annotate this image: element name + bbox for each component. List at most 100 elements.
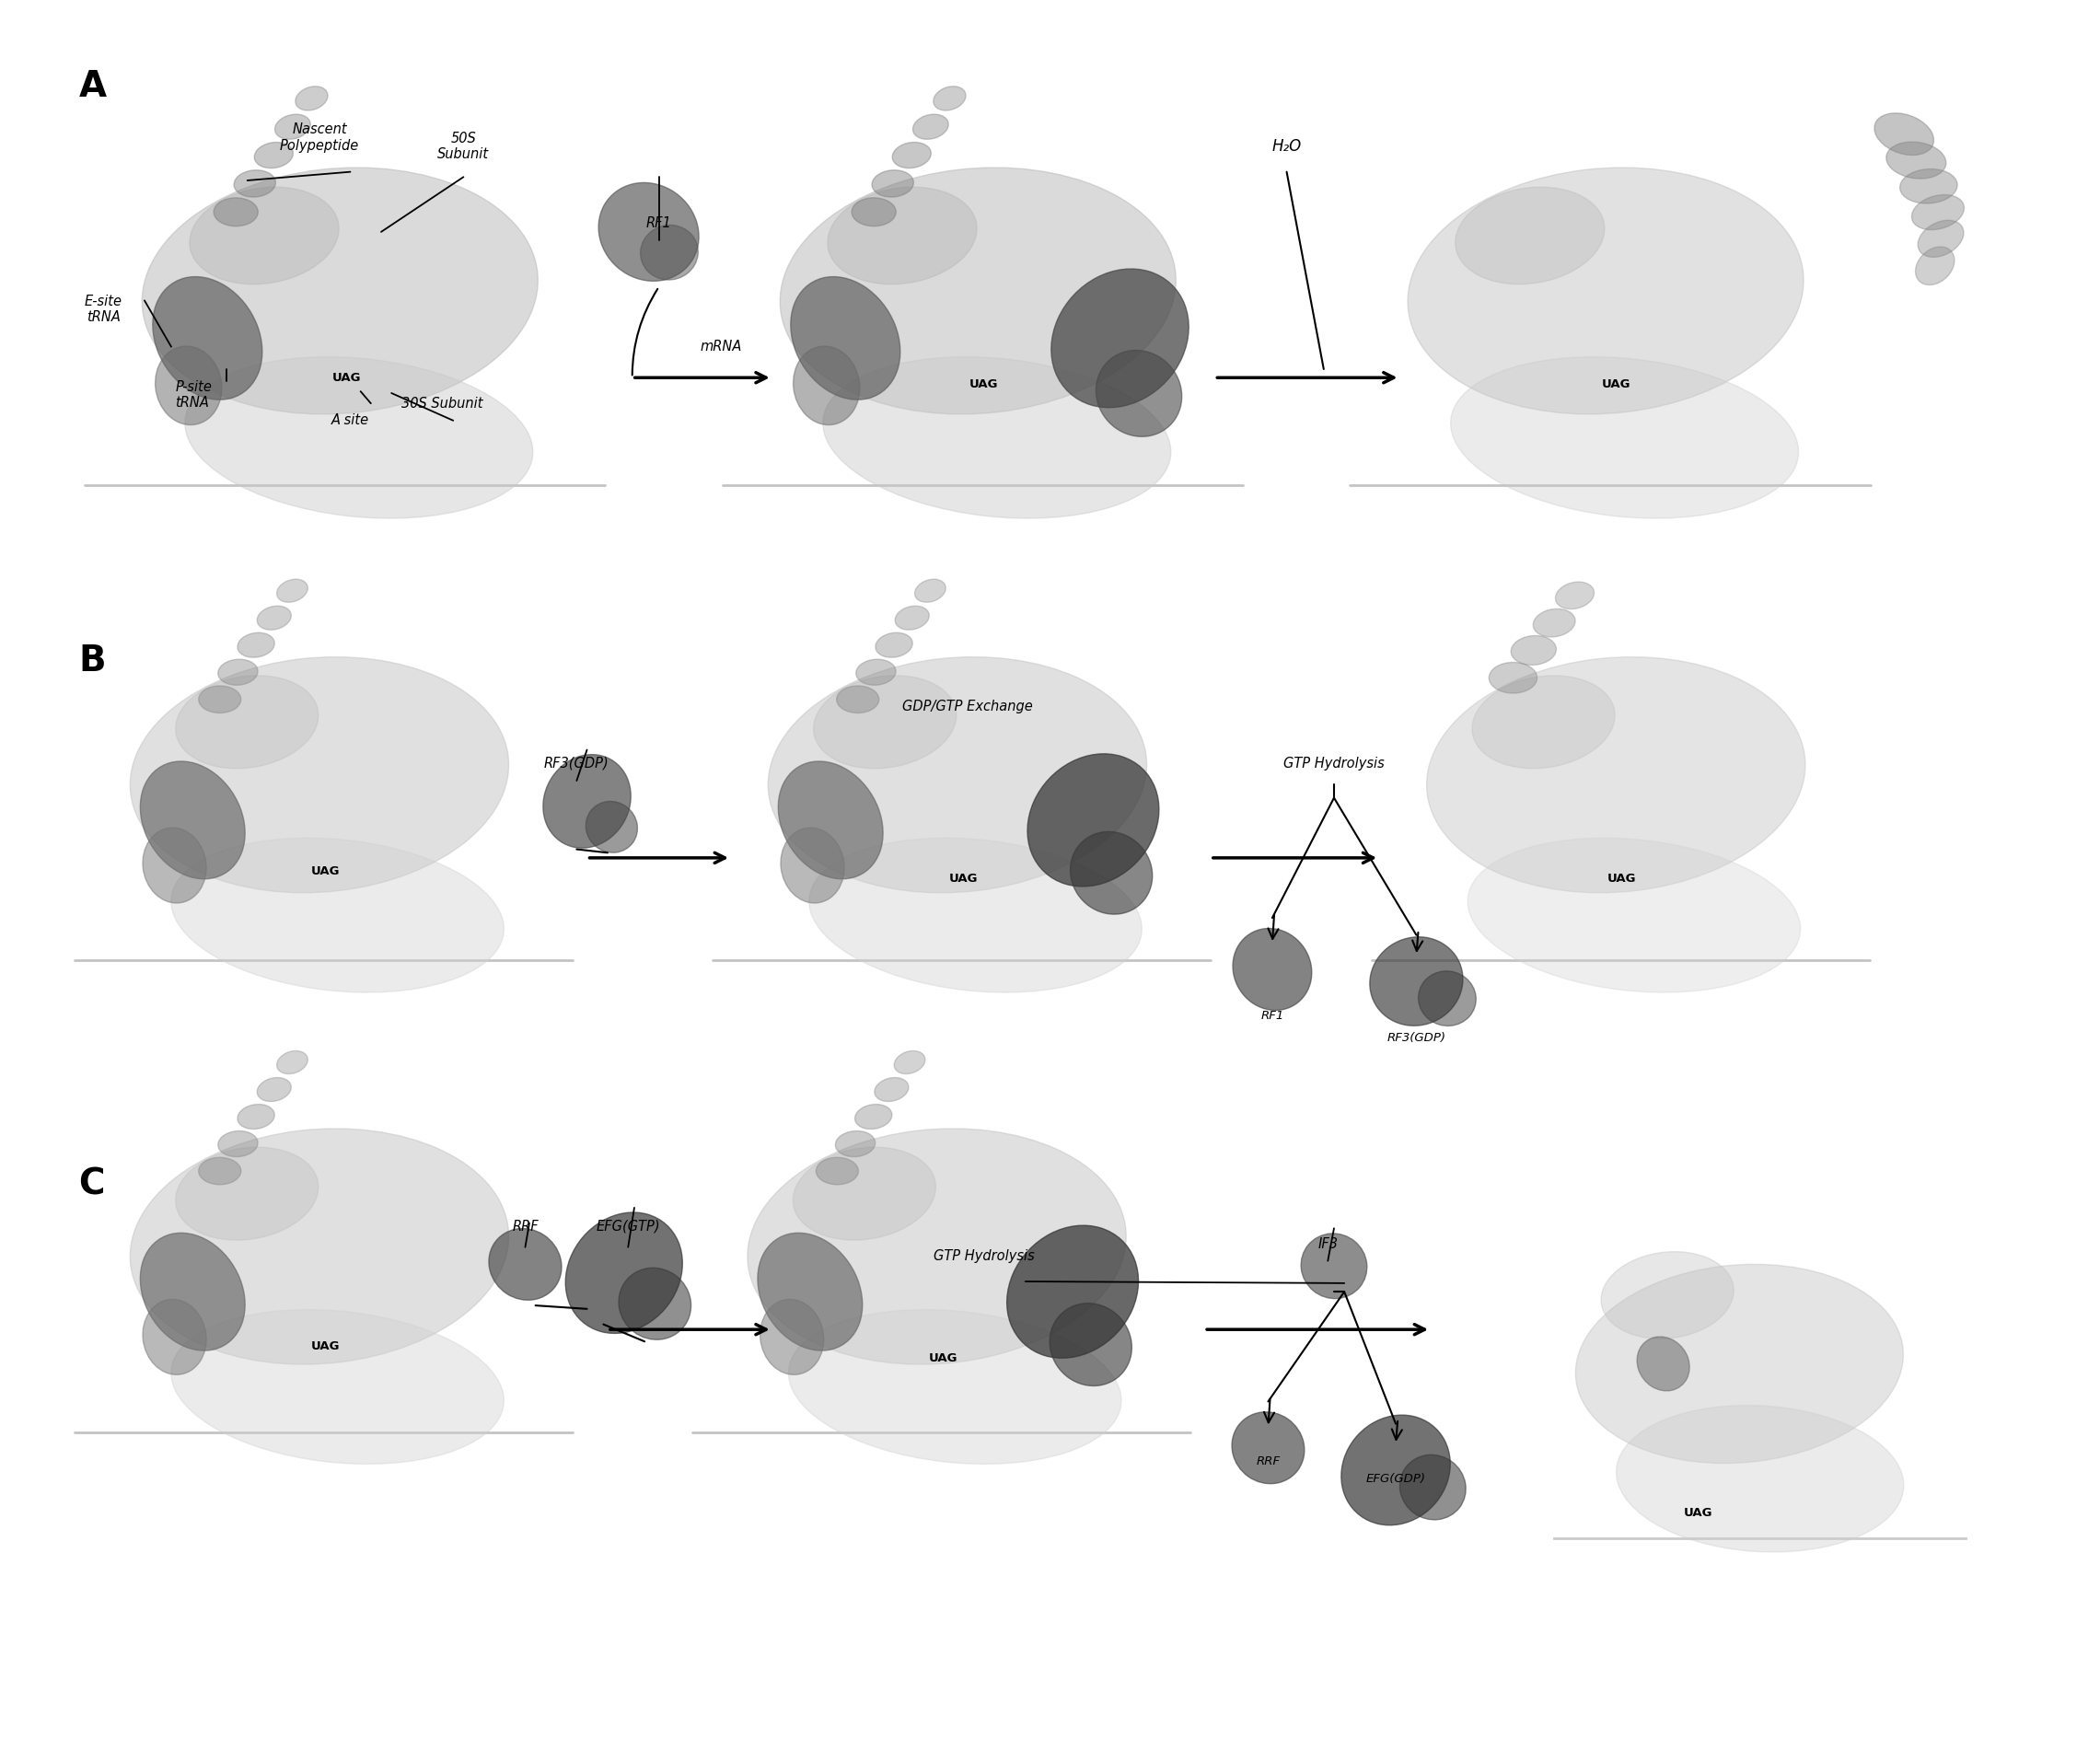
- Text: UAG: UAG: [1602, 378, 1630, 390]
- Ellipse shape: [817, 1157, 859, 1185]
- Ellipse shape: [1052, 270, 1189, 408]
- Ellipse shape: [781, 828, 844, 903]
- Ellipse shape: [214, 198, 258, 226]
- Ellipse shape: [586, 802, 638, 852]
- Ellipse shape: [874, 1078, 909, 1101]
- Ellipse shape: [143, 1298, 206, 1375]
- Text: Nascent
Polypeptide: Nascent Polypeptide: [279, 123, 359, 152]
- Ellipse shape: [172, 838, 504, 992]
- Ellipse shape: [153, 276, 262, 399]
- Ellipse shape: [1489, 662, 1537, 693]
- Ellipse shape: [565, 1213, 683, 1333]
- Ellipse shape: [794, 346, 859, 425]
- Ellipse shape: [916, 579, 945, 602]
- Text: UAG: UAG: [928, 1353, 958, 1365]
- Text: GTP Hydrolysis: GTP Hydrolysis: [934, 1249, 1035, 1264]
- Text: EFG(GTP): EFG(GTP): [596, 1220, 659, 1234]
- Ellipse shape: [130, 1129, 508, 1365]
- Ellipse shape: [254, 142, 294, 168]
- Ellipse shape: [1096, 350, 1182, 436]
- Ellipse shape: [794, 1148, 937, 1241]
- Ellipse shape: [1401, 1454, 1466, 1519]
- Ellipse shape: [237, 1104, 275, 1129]
- Ellipse shape: [176, 676, 319, 768]
- Ellipse shape: [1875, 114, 1934, 156]
- Ellipse shape: [200, 1157, 242, 1185]
- Ellipse shape: [1369, 936, 1464, 1025]
- Ellipse shape: [895, 606, 928, 630]
- Ellipse shape: [914, 114, 949, 140]
- Ellipse shape: [218, 1130, 258, 1157]
- Ellipse shape: [813, 676, 956, 768]
- Ellipse shape: [748, 1129, 1126, 1365]
- Text: 50S
Subunit: 50S Subunit: [437, 131, 489, 161]
- Ellipse shape: [1233, 929, 1312, 1010]
- Text: A: A: [78, 68, 107, 103]
- Ellipse shape: [872, 170, 914, 198]
- Ellipse shape: [1512, 635, 1556, 665]
- Ellipse shape: [277, 1050, 309, 1074]
- Ellipse shape: [1915, 247, 1955, 285]
- Ellipse shape: [143, 168, 538, 415]
- Text: mRNA: mRNA: [699, 339, 741, 354]
- Text: C: C: [78, 1167, 105, 1202]
- Ellipse shape: [296, 86, 328, 110]
- Ellipse shape: [769, 656, 1147, 892]
- Text: B: B: [78, 644, 105, 679]
- Ellipse shape: [189, 187, 338, 284]
- Ellipse shape: [809, 838, 1142, 992]
- Text: UAG: UAG: [332, 371, 361, 383]
- Ellipse shape: [143, 828, 206, 903]
- Ellipse shape: [141, 761, 246, 878]
- Ellipse shape: [130, 656, 508, 892]
- Text: GTP Hydrolysis: GTP Hydrolysis: [1283, 756, 1384, 770]
- Ellipse shape: [1006, 1225, 1138, 1358]
- Ellipse shape: [155, 346, 223, 425]
- Ellipse shape: [932, 86, 966, 110]
- Ellipse shape: [853, 198, 897, 226]
- Ellipse shape: [1418, 971, 1476, 1025]
- Ellipse shape: [598, 182, 699, 282]
- Ellipse shape: [1455, 187, 1604, 284]
- Ellipse shape: [1575, 1264, 1903, 1463]
- Ellipse shape: [1900, 170, 1957, 203]
- Ellipse shape: [1302, 1234, 1367, 1298]
- Ellipse shape: [172, 1309, 504, 1465]
- Text: UAG: UAG: [311, 866, 340, 877]
- Ellipse shape: [1638, 1337, 1691, 1391]
- Ellipse shape: [1556, 583, 1594, 609]
- Text: RF1: RF1: [1260, 1010, 1283, 1022]
- Ellipse shape: [185, 357, 533, 518]
- Text: UAG: UAG: [311, 1340, 340, 1353]
- Ellipse shape: [779, 168, 1176, 415]
- Ellipse shape: [1617, 1405, 1905, 1552]
- Ellipse shape: [233, 170, 275, 198]
- Text: RF3(GDP): RF3(GDP): [544, 756, 609, 770]
- Ellipse shape: [237, 634, 275, 658]
- Ellipse shape: [544, 754, 630, 849]
- Ellipse shape: [836, 686, 880, 712]
- Ellipse shape: [857, 660, 897, 686]
- Text: UAG: UAG: [1609, 873, 1636, 884]
- Ellipse shape: [1917, 220, 1964, 257]
- Ellipse shape: [1468, 838, 1800, 992]
- Ellipse shape: [892, 142, 930, 168]
- Text: RRF: RRF: [1256, 1456, 1281, 1468]
- Ellipse shape: [620, 1267, 691, 1340]
- Text: UAG: UAG: [970, 378, 1000, 390]
- Ellipse shape: [1071, 831, 1153, 914]
- Ellipse shape: [855, 1104, 892, 1129]
- Ellipse shape: [141, 1234, 246, 1351]
- Ellipse shape: [277, 579, 309, 602]
- Text: RF1: RF1: [647, 217, 672, 231]
- Ellipse shape: [758, 1234, 863, 1351]
- Text: E-site
tRNA: E-site tRNA: [84, 294, 122, 324]
- Ellipse shape: [1050, 1304, 1132, 1386]
- Ellipse shape: [256, 1078, 292, 1101]
- Text: EFG(GDP): EFG(GDP): [1365, 1474, 1426, 1484]
- Ellipse shape: [895, 1050, 926, 1074]
- Ellipse shape: [1911, 194, 1964, 229]
- Ellipse shape: [218, 660, 258, 686]
- Ellipse shape: [760, 1298, 823, 1375]
- Text: RRF: RRF: [512, 1220, 538, 1234]
